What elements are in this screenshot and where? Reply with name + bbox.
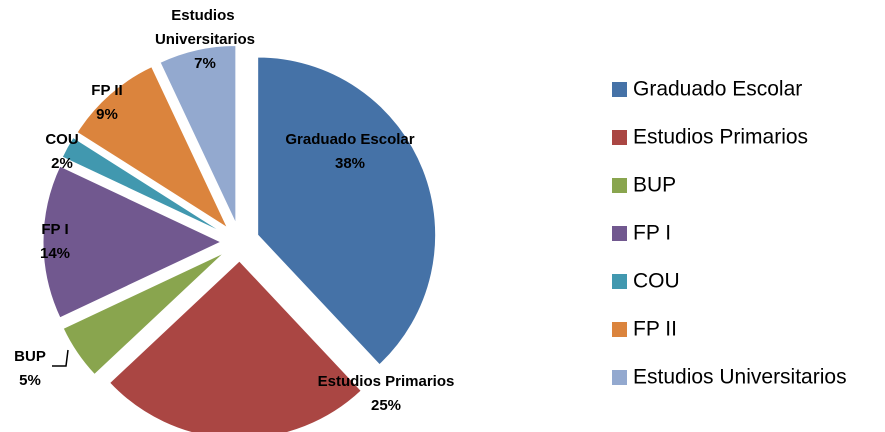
slice-value-label: 25% bbox=[371, 397, 401, 414]
slice-value-label: 2% bbox=[51, 155, 73, 172]
legend-swatch bbox=[612, 370, 627, 385]
legend-label: COU bbox=[633, 270, 680, 293]
slice-label: FP II bbox=[91, 82, 122, 99]
legend-swatch bbox=[612, 226, 627, 241]
pie-slice bbox=[108, 260, 362, 432]
slice-value-label: 7% bbox=[194, 55, 216, 72]
pie-slice bbox=[159, 44, 237, 224]
slice-label: BUP bbox=[14, 348, 46, 365]
slice-value-label: 9% bbox=[96, 106, 118, 123]
legend-label: BUP bbox=[633, 174, 676, 197]
slice-label: COU bbox=[45, 131, 78, 148]
legend-label: FP I bbox=[633, 222, 671, 245]
slice-label: FP I bbox=[41, 221, 68, 238]
pie-slice bbox=[42, 165, 223, 319]
slice-label: Graduado Escolar bbox=[285, 131, 414, 148]
legend-label: FP II bbox=[633, 318, 677, 341]
legend-swatch bbox=[612, 178, 627, 193]
leader-line bbox=[52, 349, 69, 367]
legend-label: Graduado Escolar bbox=[633, 78, 802, 101]
pie-slice bbox=[61, 136, 224, 234]
pie-slice bbox=[257, 56, 437, 366]
slice-value-label: 38% bbox=[335, 155, 365, 172]
legend-label: Estudios Primarios bbox=[633, 126, 808, 149]
legend-swatch bbox=[612, 130, 627, 145]
pie-slice bbox=[76, 66, 229, 230]
slice-value-label: 14% bbox=[40, 245, 70, 262]
legend-swatch bbox=[612, 82, 627, 97]
legend-label: Estudios Universitarios bbox=[633, 366, 847, 389]
slice-label: Estudios Universitarios bbox=[155, 7, 255, 48]
pie-slice bbox=[62, 252, 225, 376]
slice-label: Estudios Primarios bbox=[318, 373, 455, 390]
legend-swatch bbox=[612, 322, 627, 337]
legend-swatch bbox=[612, 274, 627, 289]
slice-value-label: 5% bbox=[19, 372, 41, 389]
